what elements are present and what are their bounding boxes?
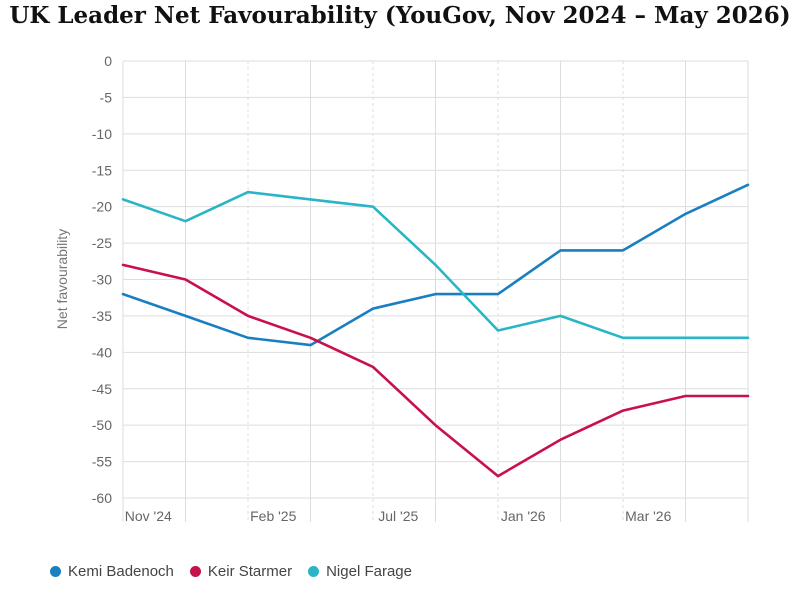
legend-swatch — [50, 566, 61, 577]
y-tick-label: -35 — [92, 308, 112, 324]
x-axis-ticks: Nov '24 Feb '25 Jul '25 Jan '26 Mar '26 — [125, 508, 672, 524]
legend-item: Keir Starmer — [189, 563, 293, 580]
chart-title: UK Leader Net Favourability (YouGov, Nov… — [9, 2, 791, 29]
x-tick-label: Nov '24 — [125, 508, 172, 524]
chart-grid — [122, 60, 749, 522]
legend-item: Nigel Farage — [308, 563, 412, 580]
y-tick-label: -55 — [92, 454, 112, 470]
legend-item: Kemi Badenoch — [50, 563, 174, 580]
legend-label: Nigel Farage — [326, 563, 412, 580]
legend-swatch — [189, 566, 201, 577]
y-tick-label: 0 — [104, 53, 112, 69]
y-tick-label: -30 — [92, 272, 112, 288]
series-line-keir-starmer — [121, 263, 750, 478]
y-tick-label: -20 — [92, 199, 112, 215]
legend: Kemi Badenoch Keir Starmer Nigel Farage — [50, 563, 412, 580]
y-tick-label: -40 — [92, 344, 112, 360]
y-tick-label: -50 — [92, 417, 112, 433]
series-line-nigel-farage — [121, 190, 750, 340]
y-axis-ticks: 0 -5 -10 -15 -20 -25 -30 -35 -40 -45 -50 -55 -60 — [92, 53, 112, 506]
y-axis-label: Net favourability — [54, 229, 70, 329]
y-tick-label: -45 — [92, 381, 112, 397]
y-tick-label: -25 — [92, 235, 112, 251]
y-tick-label: -60 — [92, 490, 112, 506]
y-tick-label: -15 — [92, 162, 112, 178]
legend-swatch — [308, 566, 320, 577]
x-tick-label: Jul '25 — [378, 508, 418, 524]
y-tick-label: -5 — [100, 89, 113, 105]
y-tick-label: -10 — [92, 126, 112, 142]
x-tick-label: Feb '25 — [250, 508, 296, 524]
series-lines — [121, 183, 750, 478]
legend-label: Kemi Badenoch — [68, 563, 174, 580]
x-tick-label: Jan '26 — [501, 508, 546, 524]
series-line-kemi-badenoch — [121, 183, 750, 347]
legend-label: Keir Starmer — [207, 563, 293, 580]
x-tick-label: Mar '26 — [625, 508, 671, 524]
